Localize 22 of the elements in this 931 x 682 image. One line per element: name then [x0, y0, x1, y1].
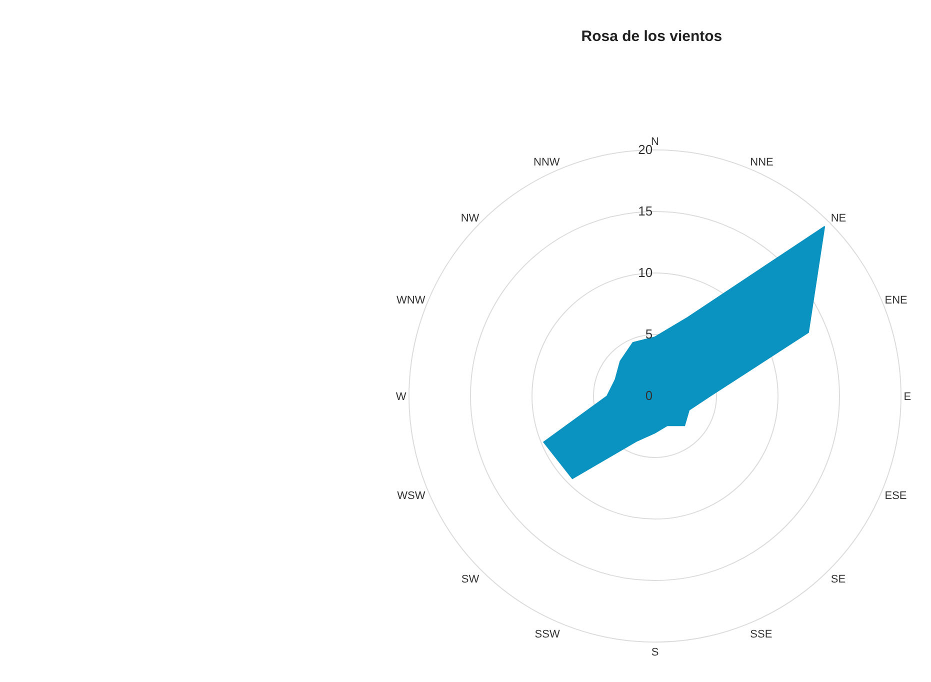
y-tick-label: 10 — [638, 265, 653, 280]
spoke-label: NW — [460, 212, 480, 224]
spoke-label: SSE — [750, 628, 772, 640]
y-tick-label: 15 — [638, 204, 653, 219]
chart-title: Rosa de los vientos — [581, 28, 722, 46]
y-tick-label: 0 — [645, 388, 653, 404]
spoke-label: ESE — [884, 490, 907, 502]
spoke-label: W — [396, 390, 407, 403]
spoke-label: SSW — [534, 628, 560, 640]
spoke-label: SW — [461, 573, 480, 586]
spoke-label: SE — [830, 573, 846, 586]
spoke-label: ENE — [884, 294, 908, 307]
spoke-label: NE — [830, 212, 846, 224]
y-tick-label: 20 — [638, 142, 653, 158]
y-tick-label: 5 — [645, 326, 653, 342]
spoke-label: WSW — [397, 490, 426, 502]
spoke-label: NNW — [534, 156, 560, 169]
spoke-label: N — [651, 136, 660, 148]
spoke-label: S — [651, 646, 659, 659]
spoke-label: E — [904, 390, 912, 403]
spoke-label: WNW — [396, 294, 426, 307]
spoke-label: NNE — [750, 156, 774, 169]
